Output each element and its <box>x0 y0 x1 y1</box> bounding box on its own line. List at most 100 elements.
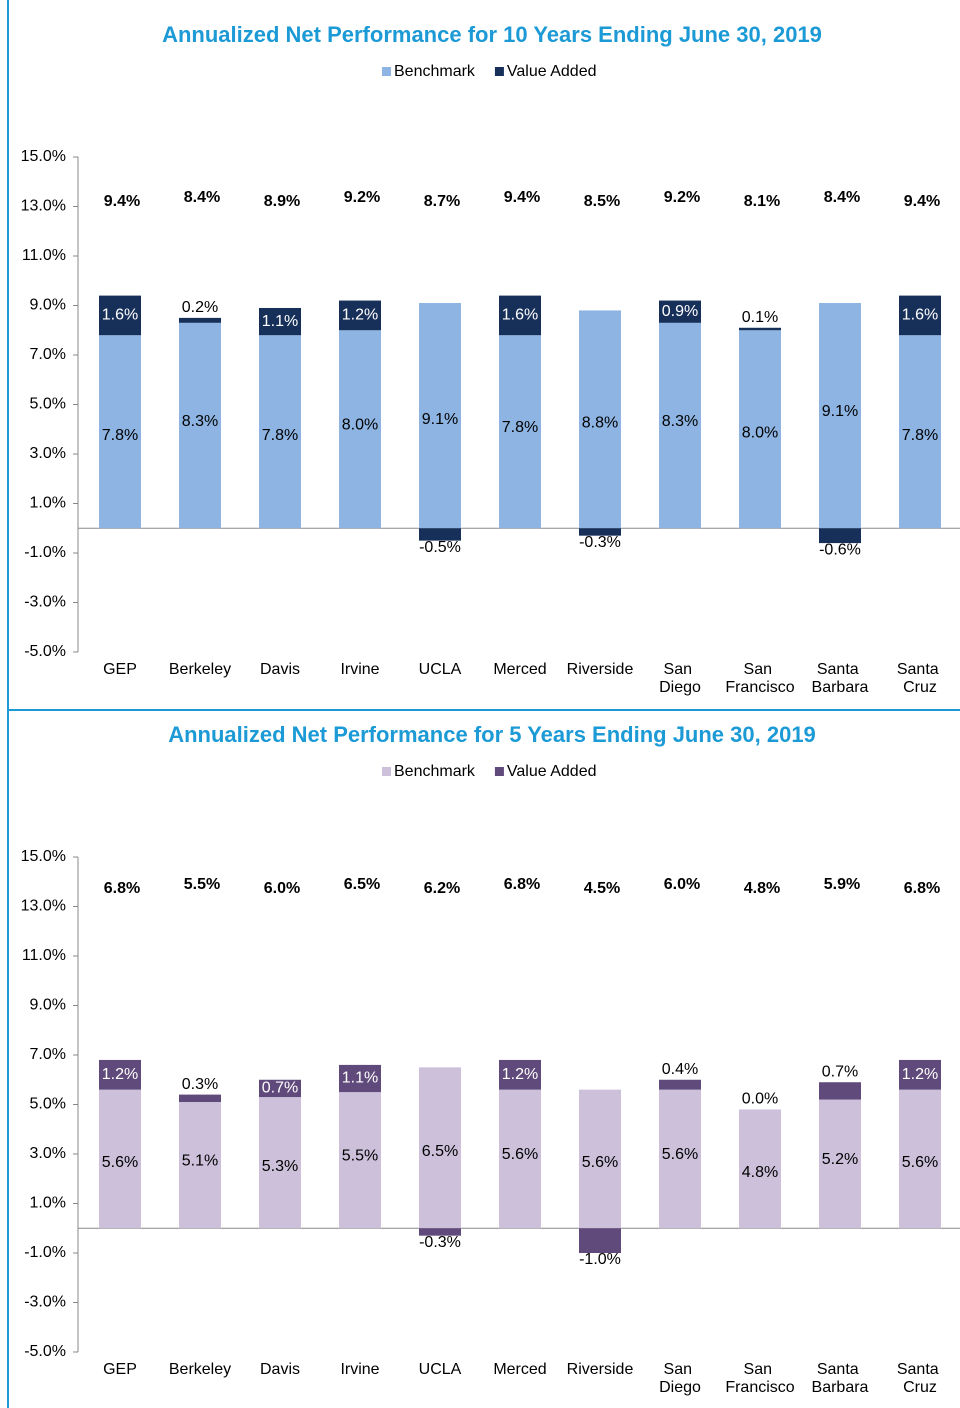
x-tick-label: San Francisco <box>725 1361 794 1396</box>
bar-value-added <box>899 1059 941 1090</box>
total-label: 8.1% <box>744 193 780 210</box>
total-label: 8.9% <box>264 193 300 210</box>
x-tick-label: UCLA <box>419 1361 462 1378</box>
bar-benchmark <box>499 1089 541 1229</box>
x-tick-label: Riverside <box>567 661 634 678</box>
x-tick-label: Santa Barbara <box>812 661 869 696</box>
y-tick-label: 5.0% <box>30 396 66 413</box>
x-tick-label: Merced <box>493 1361 546 1378</box>
x-tick-label: GEP <box>103 661 137 678</box>
bar-label: 1.2% <box>102 1066 138 1083</box>
bar-label: 7.8% <box>902 427 938 444</box>
total-label: 9.4% <box>504 189 540 206</box>
legend-swatch <box>382 67 391 76</box>
x-tick-label: Santa Cruz <box>897 1361 943 1396</box>
bar-label: -0.3% <box>579 534 621 551</box>
bar-label: 0.0% <box>742 1091 778 1108</box>
y-tick-label: 9.0% <box>30 997 66 1014</box>
bar-benchmark <box>659 322 701 529</box>
bar-label: 4.8% <box>742 1164 778 1181</box>
bar-label: -0.3% <box>419 1234 461 1251</box>
x-tick-label: Santa Barbara <box>812 1361 869 1396</box>
x-tick-label: UCLA <box>419 661 462 678</box>
bar-label: 5.2% <box>822 1151 858 1168</box>
y-tick-label: 9.0% <box>30 297 66 314</box>
bar-label: 1.6% <box>902 307 938 324</box>
bar-label: 0.1% <box>742 309 778 326</box>
bar-benchmark <box>339 1092 381 1229</box>
total-label: 8.5% <box>584 193 620 210</box>
total-label: 6.8% <box>904 880 940 897</box>
bar-benchmark <box>499 335 541 529</box>
bar-benchmark <box>579 1089 621 1229</box>
bar-value-added <box>99 295 141 336</box>
bar-label: 0.3% <box>182 1076 218 1093</box>
bar-label: 8.3% <box>662 413 698 430</box>
bar-value-added <box>179 317 221 323</box>
bar-benchmark <box>899 335 941 529</box>
bar-label: 7.8% <box>102 427 138 444</box>
x-tick-label: San Francisco <box>725 661 794 696</box>
bar-value-added <box>419 528 461 541</box>
bar-label: 7.8% <box>502 419 538 436</box>
x-tick-label: Merced <box>493 661 546 678</box>
x-tick-label: San Diego <box>659 661 701 696</box>
y-tick-label: -1.0% <box>24 544 66 561</box>
bar-label: 0.7% <box>262 1080 298 1097</box>
y-tick-label: 7.0% <box>30 1046 66 1063</box>
y-tick-label: 1.0% <box>30 495 66 512</box>
bar-value-added <box>499 1059 541 1090</box>
x-tick-label: Berkeley <box>169 661 231 678</box>
bar-label: 1.1% <box>342 1070 378 1087</box>
bar-value-added <box>259 307 301 336</box>
total-label: 5.5% <box>184 876 220 893</box>
y-tick-label: 1.0% <box>30 1195 66 1212</box>
bar-value-added <box>339 1064 381 1093</box>
legend-swatch <box>382 767 391 776</box>
x-tick-label: Irvine <box>340 1361 379 1378</box>
bar-label: 9.1% <box>422 411 458 428</box>
bar-benchmark <box>659 1089 701 1229</box>
legend-label: Benchmark <box>394 63 476 80</box>
legend-swatch <box>494 767 504 776</box>
bar-value-added <box>499 295 541 336</box>
bar-value-added <box>899 295 941 336</box>
y-tick-label: 7.0% <box>30 346 66 363</box>
bar-value-added <box>259 1079 301 1098</box>
bar-label: 0.7% <box>822 1063 858 1080</box>
total-label: 9.2% <box>344 189 380 206</box>
x-tick-label: Davis <box>260 1361 300 1378</box>
total-label: 9.4% <box>104 193 140 210</box>
bar-value-added <box>339 300 381 331</box>
bar-label: 1.2% <box>342 307 378 324</box>
total-label: 5.9% <box>824 876 860 893</box>
total-label: 8.7% <box>424 193 460 210</box>
bar-label: 5.5% <box>342 1147 378 1164</box>
bar-value-added <box>99 1059 141 1090</box>
bar-value-added <box>819 528 861 544</box>
total-label: 6.0% <box>264 880 300 897</box>
bar-label: 5.6% <box>502 1146 538 1163</box>
bar-benchmark <box>419 1067 461 1229</box>
total-label: 8.4% <box>184 189 220 206</box>
x-tick-label: Riverside <box>567 1361 634 1378</box>
bar-value-added <box>419 1228 461 1236</box>
bar-value-added <box>659 300 701 323</box>
x-tick-label: Davis <box>260 661 300 678</box>
bar-benchmark <box>179 322 221 529</box>
x-tick-label: Irvine <box>340 661 379 678</box>
bar-benchmark <box>819 1099 861 1229</box>
bar-benchmark <box>99 335 141 529</box>
bar-label: 5.6% <box>902 1154 938 1171</box>
y-tick-label: 11.0% <box>22 247 66 264</box>
total-label: 8.4% <box>824 189 860 206</box>
bar-value-added <box>659 1079 701 1090</box>
bar-label: 1.6% <box>502 307 538 324</box>
bar-value-added <box>819 1082 861 1100</box>
total-label: 9.2% <box>664 189 700 206</box>
y-tick-label: 3.0% <box>30 445 66 462</box>
total-label: 6.5% <box>344 876 380 893</box>
legend-swatch <box>494 67 504 76</box>
bar-value-added <box>579 1228 621 1253</box>
